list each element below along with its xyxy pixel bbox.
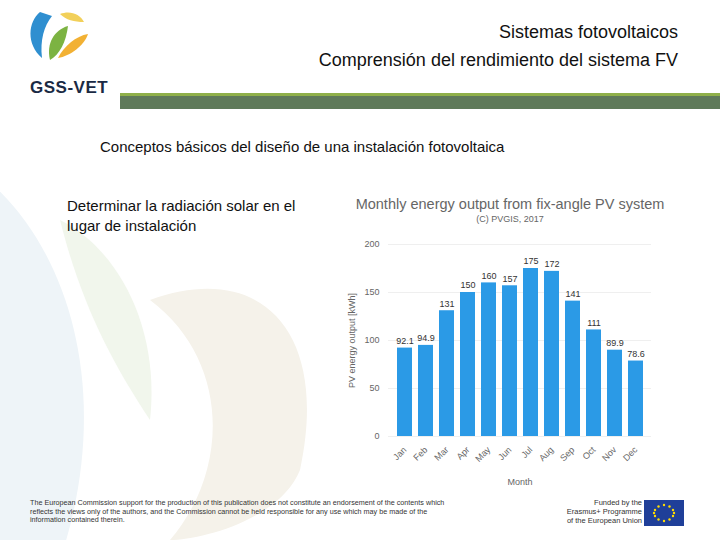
html-text:Sistemas fotovoltaicos: Sistemas fotovoltaicos	[498, 22, 678, 42]
svg-text:150: 150	[364, 287, 379, 297]
svg-text:50: 50	[369, 383, 379, 393]
html-text:of the European Union: of the European Union	[566, 516, 642, 525]
svg-text:157: 157	[502, 274, 517, 284]
html-text:Conceptos básicos del diseño d: Conceptos básicos del diseño de una inst…	[100, 138, 505, 155]
svg-text:Feb: Feb	[411, 445, 429, 463]
svg-text:89.9: 89.9	[606, 338, 624, 348]
html-text:Comprensión del rendimiento de: Comprensión del rendimiento del sistema …	[318, 50, 678, 70]
svg-text:Jul: Jul	[519, 445, 534, 460]
html-text:Funded by the: Funded by the	[594, 498, 642, 507]
html-text:GSS-VET: GSS-VET	[30, 78, 109, 97]
svg-text:PV energy output [kWh]: PV energy output [kWh]	[347, 293, 357, 388]
svg-text:160: 160	[481, 271, 496, 281]
svg-text:Mar: Mar	[432, 445, 450, 463]
svg-text:175: 175	[523, 256, 538, 266]
svg-text:111: 111	[587, 318, 601, 328]
svg-text:131: 131	[439, 299, 454, 309]
svg-text:141: 141	[565, 289, 580, 299]
svg-text:Aug: Aug	[537, 445, 555, 463]
html-text:The European Commission suppor: The European Commission support for the …	[30, 498, 445, 525]
svg-text:Sep: Sep	[558, 445, 576, 463]
svg-text:92.1: 92.1	[396, 336, 414, 346]
svg-text:94.9: 94.9	[417, 333, 435, 343]
svg-text:Jun: Jun	[496, 445, 513, 462]
html-text:Erasmus+ Programme: Erasmus+ Programme	[566, 507, 642, 516]
svg-text:200: 200	[364, 239, 379, 249]
svg-text:Month: Month	[507, 477, 532, 487]
svg-text:100: 100	[364, 335, 379, 345]
svg-text:Jan: Jan	[391, 445, 408, 462]
svg-text:0: 0	[374, 431, 379, 441]
svg-text:150: 150	[460, 280, 475, 290]
svg-text:May: May	[473, 444, 492, 463]
svg-text:Apr: Apr	[454, 445, 471, 462]
html-text:(C) PVGIS, 2017: (C) PVGIS, 2017	[476, 214, 544, 224]
html-text:Determinar la radiación solar: Determinar la radiación solar en el luga…	[67, 197, 296, 234]
svg-text:78.6: 78.6	[627, 349, 645, 359]
svg-text:172: 172	[544, 259, 559, 269]
svg-text:Nov: Nov	[600, 444, 619, 463]
svg-text:Oct: Oct	[580, 444, 597, 461]
svg-text:Dec: Dec	[621, 444, 640, 463]
html-text:Monthly energy output from fix: Monthly energy output from fix-angle PV …	[355, 196, 665, 212]
